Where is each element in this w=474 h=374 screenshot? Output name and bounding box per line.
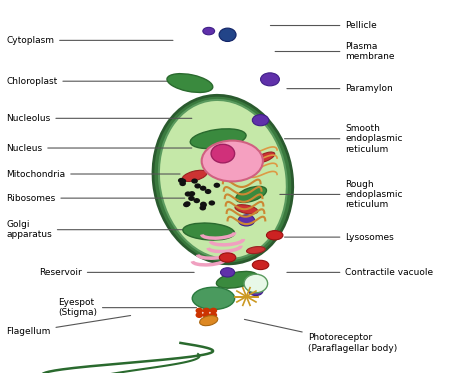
Text: Chloroplast: Chloroplast xyxy=(6,77,168,86)
Ellipse shape xyxy=(220,268,235,277)
Text: Reservoir: Reservoir xyxy=(39,268,194,277)
Circle shape xyxy=(210,308,217,313)
Circle shape xyxy=(211,144,235,163)
Circle shape xyxy=(194,183,201,188)
Circle shape xyxy=(184,201,191,206)
Ellipse shape xyxy=(252,260,269,270)
Ellipse shape xyxy=(192,287,235,310)
Ellipse shape xyxy=(201,141,263,181)
Text: Cytoplasm: Cytoplasm xyxy=(6,36,173,45)
Text: Pellicle: Pellicle xyxy=(270,21,377,30)
Ellipse shape xyxy=(249,286,263,295)
Circle shape xyxy=(209,200,215,206)
Ellipse shape xyxy=(219,253,236,262)
Ellipse shape xyxy=(190,129,246,149)
Circle shape xyxy=(200,203,207,208)
Circle shape xyxy=(210,312,217,318)
Ellipse shape xyxy=(159,100,287,259)
Circle shape xyxy=(200,205,206,211)
Ellipse shape xyxy=(167,74,213,92)
Text: Rough
endoplasmic
reticulum: Rough endoplasmic reticulum xyxy=(280,180,403,209)
Text: Nucleus: Nucleus xyxy=(6,144,192,153)
Circle shape xyxy=(191,178,198,184)
Circle shape xyxy=(185,191,191,197)
Ellipse shape xyxy=(266,231,283,240)
Text: Ribosomes: Ribosomes xyxy=(6,194,185,203)
Ellipse shape xyxy=(182,170,207,181)
Ellipse shape xyxy=(216,272,258,288)
Circle shape xyxy=(178,178,184,183)
Text: Lysosomes: Lysosomes xyxy=(284,233,394,242)
Text: Mitochondria: Mitochondria xyxy=(6,169,180,178)
Ellipse shape xyxy=(183,223,235,240)
Circle shape xyxy=(202,312,210,318)
Ellipse shape xyxy=(252,114,269,126)
Circle shape xyxy=(214,183,220,188)
Circle shape xyxy=(193,198,200,203)
Circle shape xyxy=(200,186,206,191)
Circle shape xyxy=(183,202,190,207)
Circle shape xyxy=(189,191,195,196)
Ellipse shape xyxy=(235,205,258,214)
Text: Contractile vacuole: Contractile vacuole xyxy=(287,268,434,277)
Text: Nucleolus: Nucleolus xyxy=(6,114,192,123)
Text: Smooth
endoplasmic
reticulum: Smooth endoplasmic reticulum xyxy=(284,124,403,154)
Ellipse shape xyxy=(203,27,215,35)
Circle shape xyxy=(205,189,211,194)
Circle shape xyxy=(179,181,186,186)
Text: Flagellum: Flagellum xyxy=(6,316,131,336)
Text: Eyespot
(Stigma): Eyespot (Stigma) xyxy=(58,298,197,318)
Ellipse shape xyxy=(236,186,266,202)
Ellipse shape xyxy=(256,152,275,163)
Circle shape xyxy=(196,312,203,318)
Ellipse shape xyxy=(246,246,265,254)
Circle shape xyxy=(196,308,203,313)
Text: Paramylon: Paramylon xyxy=(287,84,393,93)
Ellipse shape xyxy=(153,95,293,264)
Text: Plasma
membrane: Plasma membrane xyxy=(275,42,395,61)
Circle shape xyxy=(200,202,207,207)
Circle shape xyxy=(180,178,186,184)
Circle shape xyxy=(219,28,236,42)
Ellipse shape xyxy=(238,215,255,226)
Circle shape xyxy=(188,196,195,201)
Ellipse shape xyxy=(261,73,279,86)
Text: Golgi
apparatus: Golgi apparatus xyxy=(6,220,192,239)
Text: Photoreceptor
(Paraflagellar body): Photoreceptor (Paraflagellar body) xyxy=(245,319,397,353)
Circle shape xyxy=(202,308,210,313)
Ellipse shape xyxy=(200,316,218,326)
Circle shape xyxy=(244,274,268,293)
